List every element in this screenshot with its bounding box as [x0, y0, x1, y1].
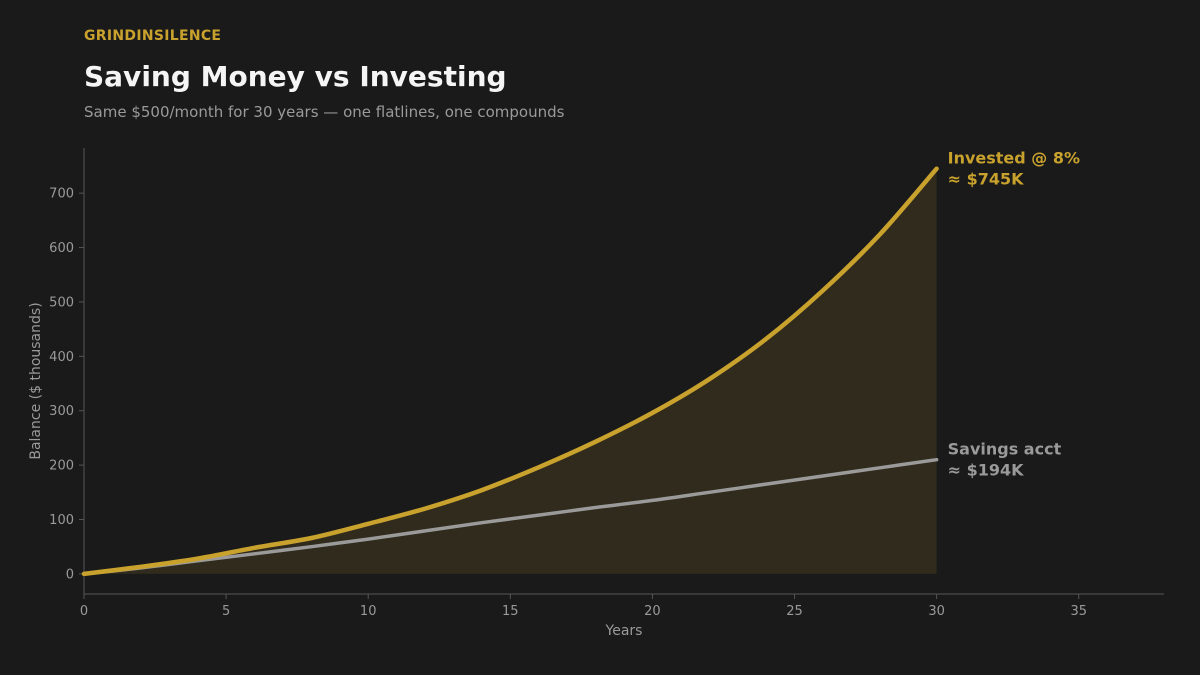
y-axis-label: Balance ($ thousands)	[28, 302, 44, 459]
y-tick-label: 200	[49, 459, 74, 474]
x-tick-label: 0	[80, 604, 88, 619]
area-fills	[84, 168, 937, 574]
savings-end-label-line: Savings acct	[948, 440, 1062, 459]
x-tick-label: 20	[644, 604, 661, 619]
chart-title: Saving Money vs Investing	[84, 60, 507, 93]
invested-end-label-line: ≈ $745K	[948, 170, 1025, 189]
x-tick-label: 30	[928, 604, 945, 619]
chart-subtitle: Same $500/month for 30 years — one flatl…	[84, 103, 565, 121]
series-lines	[81, 166, 939, 577]
x-tick-label: 15	[502, 604, 519, 619]
axes: 0 5 10 15 20 25 30 35 0 100 200 300 400 500 600 700 Year…	[28, 148, 1164, 639]
y-tick-label: 500	[49, 295, 74, 310]
savings-end-label: Savings acct ≈ $194K	[948, 440, 1062, 480]
invested-series-line	[81, 166, 939, 577]
savings-series-line	[82, 457, 939, 576]
x-axis-label: Years	[605, 623, 643, 639]
x-tick-label: 25	[786, 604, 803, 619]
x-tick-label: 5	[222, 604, 230, 619]
y-tick-label: 600	[49, 241, 74, 256]
y-tick-label: 100	[49, 513, 74, 528]
x-tick-label: 10	[360, 604, 377, 619]
invested-end-label: Invested @ 8% ≈ $745K	[948, 149, 1080, 189]
y-tick-label: 400	[49, 350, 74, 365]
x-tick-label: 35	[1070, 604, 1087, 619]
invested-end-label-line: Invested @ 8%	[948, 149, 1080, 168]
y-tick-label: 300	[49, 404, 74, 419]
y-tick-label: 0	[66, 567, 74, 582]
invested-area-fill	[84, 168, 937, 574]
series-end-labels: Invested @ 8% ≈ $745K Savings acct ≈ $194K	[948, 149, 1080, 480]
savings-end-label-line: ≈ $194K	[948, 461, 1025, 480]
y-tick-label: 700	[49, 187, 74, 202]
brand-label: GRINDINSILENCE	[84, 28, 222, 44]
